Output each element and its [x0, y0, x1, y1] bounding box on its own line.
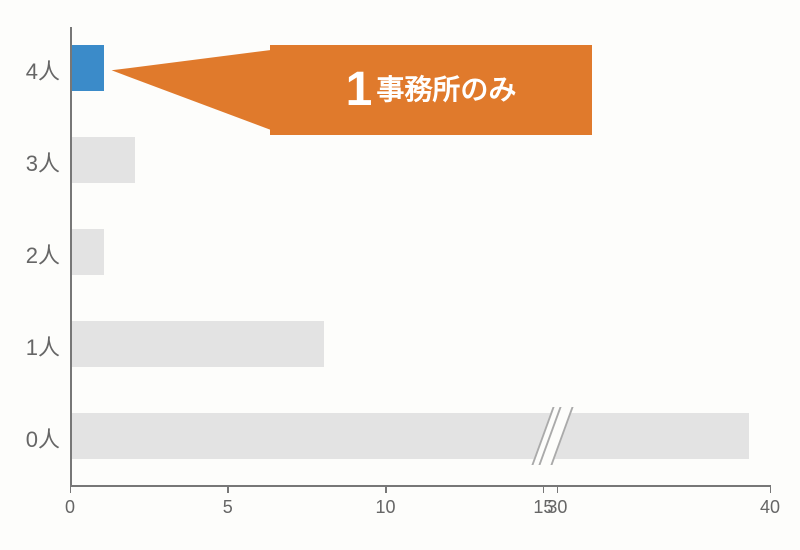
callout-big-number: 1: [346, 66, 373, 114]
x-tick-label: 40: [745, 497, 795, 518]
bar: [72, 229, 104, 275]
x-tick-label: 0: [45, 497, 95, 518]
x-tick-label: 10: [361, 497, 411, 518]
y-label: 4人: [15, 54, 60, 86]
x-tick-label: 30: [532, 497, 582, 518]
y-label: 0人: [15, 422, 60, 454]
bar-highlighted: [72, 45, 104, 91]
y-label: 3人: [15, 146, 60, 178]
x-tick: [227, 485, 229, 493]
callout-box: 1事務所のみ: [270, 45, 592, 135]
y-label: 2人: [15, 238, 60, 270]
x-tick: [385, 485, 387, 493]
bar: [72, 137, 135, 183]
y-label: 1人: [15, 330, 60, 362]
x-tick: [70, 485, 72, 493]
bar-segment: [553, 413, 749, 459]
x-tick: [770, 485, 772, 493]
bar-segment: [72, 413, 550, 459]
callout-text: 事務所のみ: [376, 76, 516, 104]
x-tick: [557, 485, 559, 493]
bar: [72, 321, 324, 367]
x-tick: [543, 485, 545, 493]
x-axis-line: [70, 485, 770, 487]
x-tick-label: 5: [203, 497, 253, 518]
